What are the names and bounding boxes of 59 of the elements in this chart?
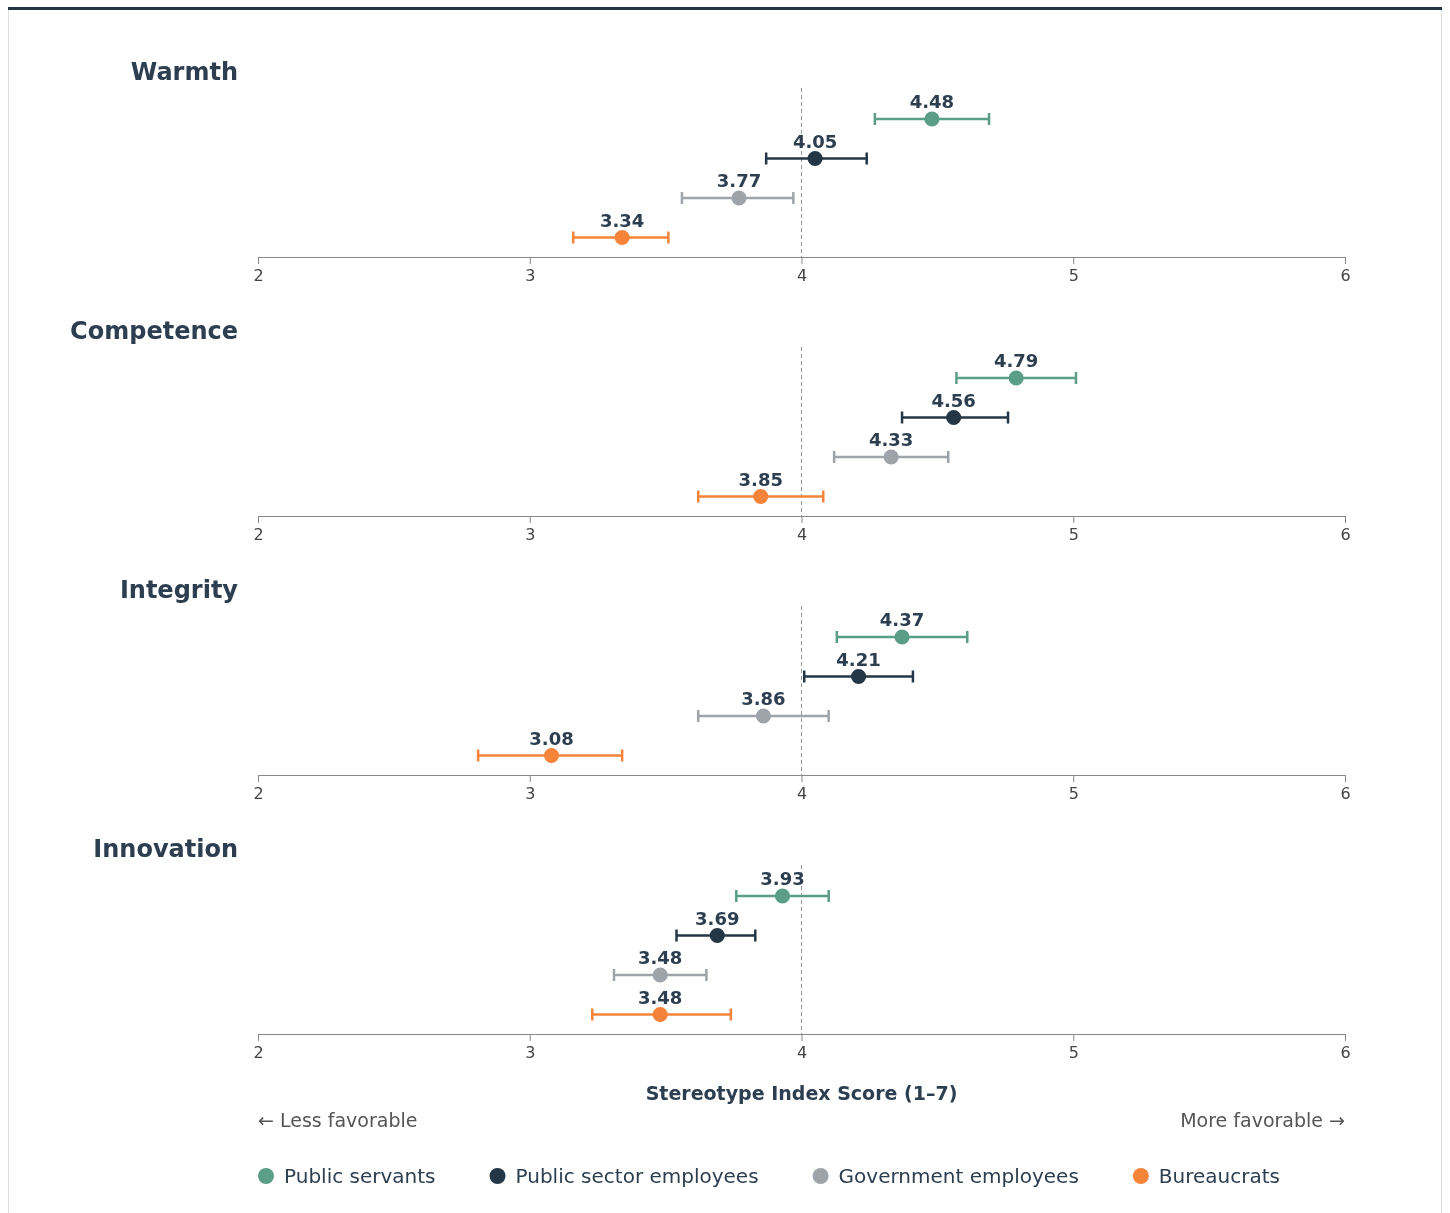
x-tick-label: 3 <box>525 525 536 545</box>
data-label: 3.08 <box>529 727 574 749</box>
data-label: 4.33 <box>868 429 914 450</box>
data-label: 4.79 <box>993 350 1039 371</box>
legend-label: Government employees <box>838 1164 1079 1188</box>
text: More favorable → <box>1180 1109 1345 1131</box>
chart-title: Integrity <box>119 576 239 604</box>
x-tick-label: 2 <box>253 266 264 286</box>
x-tick-label: 6 <box>1340 784 1351 804</box>
x-tick-label: 3 <box>525 1043 536 1063</box>
data-label: 3.85 <box>738 468 783 490</box>
x-tick-label: 3 <box>525 266 536 286</box>
x-tick-label: 2 <box>253 525 264 545</box>
x-tick-label: 4 <box>796 525 808 545</box>
data-label: 3.69 <box>695 907 740 929</box>
chart-title: Innovation <box>93 835 238 863</box>
data-label: 4.48 <box>909 91 955 112</box>
x-axis-title: Stereotype Index Score (1–7) <box>645 1082 958 1104</box>
text: ← Less favorable <box>258 1109 418 1131</box>
point <box>731 190 747 206</box>
point <box>543 747 560 764</box>
point <box>883 449 899 465</box>
data-label: 4.21 <box>836 648 881 670</box>
x-tick-label: 5 <box>1068 266 1079 286</box>
x-tick-label: 5 <box>1068 525 1079 545</box>
data-label: 3.48 <box>637 986 683 1008</box>
point <box>946 409 962 426</box>
x-tick-label: 5 <box>1068 784 1079 804</box>
x-tick-label: 6 <box>1340 1043 1351 1063</box>
data-label: 3.77 <box>716 170 762 191</box>
legend-label: Bureaucrats <box>1158 1164 1280 1188</box>
point <box>614 229 630 246</box>
x-tick-label: 2 <box>253 1043 264 1063</box>
legend-label: Public servants <box>284 1164 436 1188</box>
x-tick-label: 4 <box>796 1043 808 1063</box>
point <box>1008 370 1024 386</box>
x-tick-label: 4 <box>796 784 808 804</box>
x-tick-label: 3 <box>525 784 536 804</box>
data-label: 4.37 <box>879 609 925 630</box>
data-label: 3.86 <box>741 688 786 709</box>
point <box>924 111 940 127</box>
point <box>755 708 772 724</box>
data-label: 3.48 <box>637 947 683 968</box>
point <box>807 150 823 167</box>
x-tick-label: 2 <box>253 784 264 804</box>
legend-label: Public sector employees <box>515 1164 759 1188</box>
chart-title: Warmth <box>130 58 238 86</box>
x-tick-label: 6 <box>1340 266 1351 286</box>
chart-title: Competence <box>70 317 238 345</box>
data-label: 3.93 <box>760 868 805 889</box>
point <box>753 488 769 505</box>
data-label: 4.56 <box>931 389 976 411</box>
x-tick-label: 5 <box>1068 1043 1079 1063</box>
data-label: 4.05 <box>792 130 838 152</box>
x-tick-label: 6 <box>1340 525 1351 545</box>
point <box>894 629 910 645</box>
data-label: 3.34 <box>599 209 645 231</box>
point <box>851 668 867 685</box>
x-tick-label: 4 <box>796 266 808 286</box>
